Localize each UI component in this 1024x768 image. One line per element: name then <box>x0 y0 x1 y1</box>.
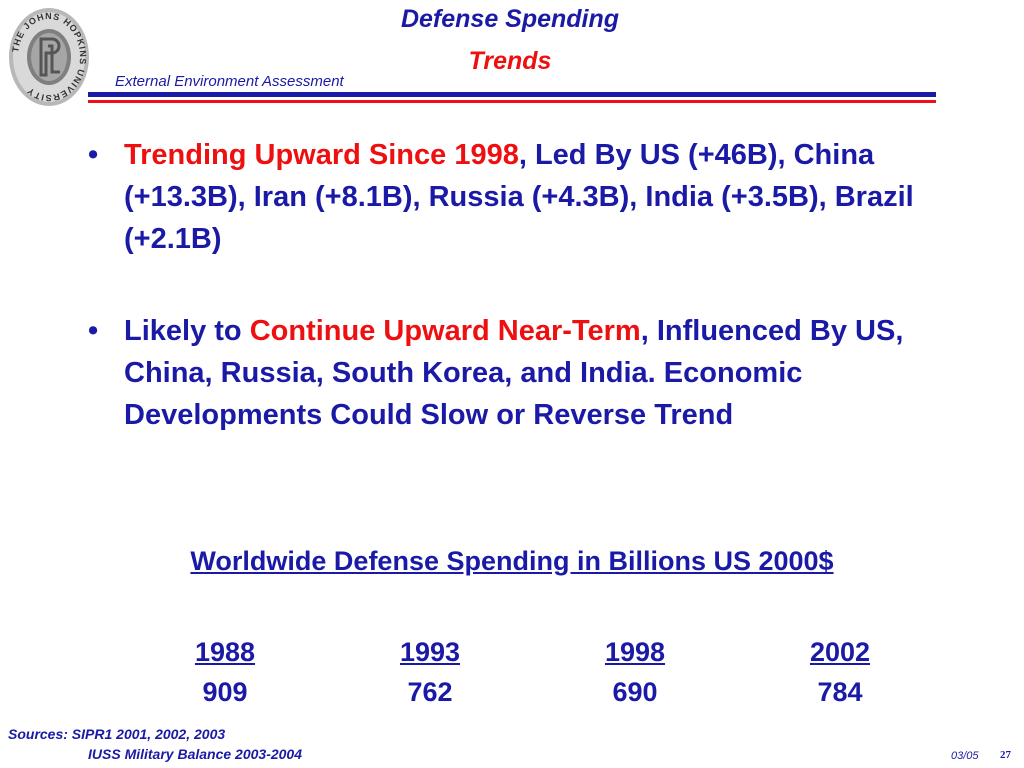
bullet-text: , Led By US (+46B), China (+13.3B), Iran… <box>124 139 914 255</box>
footer-date: 03/05 <box>951 750 979 762</box>
header-rule-navy <box>88 92 936 97</box>
spending-column: 1993 762 <box>350 632 510 712</box>
bullet-item: • Likely to Continue Upward Near-Term, I… <box>86 310 946 436</box>
bullet-text-highlight: Trending Upward Since 1998 <box>124 139 519 171</box>
johns-hopkins-seal-icon: THE JOHNS HOPKINS UNIVERSITY <box>8 6 90 108</box>
bullet-text-highlight: Continue Upward Near-Term <box>249 315 641 347</box>
spending-value: 690 <box>612 677 658 707</box>
bullet-marker: • <box>88 315 99 347</box>
spending-value: 762 <box>407 677 453 707</box>
page-title: Defense Spending <box>400 5 620 33</box>
header-rule-red <box>88 100 936 103</box>
bullet-marker: • <box>88 139 99 171</box>
spending-year: 1998 <box>604 637 666 667</box>
bullet-item: • Trending Upward Since 1998, Led By US … <box>86 134 946 260</box>
bullet-text: Likely to <box>124 315 250 347</box>
spending-column: 1988 909 <box>145 632 305 712</box>
page-number: 27 <box>1000 749 1011 761</box>
bullet-list: • Trending Upward Since 1998, Led By US … <box>86 134 946 436</box>
sources-line: Sources: SIPR1 2001, 2002, 2003 <box>8 726 226 742</box>
sources-note: Sources: SIPR1 2001, 2002, 2003 IUSS Mil… <box>8 724 302 764</box>
spending-year: 1988 <box>194 637 256 667</box>
section-label: External Environment Assessment <box>115 73 344 90</box>
spending-column: 2002 784 <box>760 632 920 712</box>
spending-column: 1998 690 <box>555 632 715 712</box>
spending-heading: Worldwide Defense Spending in Billions U… <box>190 546 834 576</box>
sources-line: IUSS Military Balance 2003-2004 <box>88 746 303 762</box>
spending-value: 784 <box>817 677 863 707</box>
spending-year: 2002 <box>809 637 871 667</box>
spending-value: 909 <box>202 677 248 707</box>
bullet-text: , Influenced By US, China, Russia, South… <box>124 315 904 431</box>
page-subtitle-trends: Trends <box>468 47 552 75</box>
spending-year: 1993 <box>399 637 461 667</box>
